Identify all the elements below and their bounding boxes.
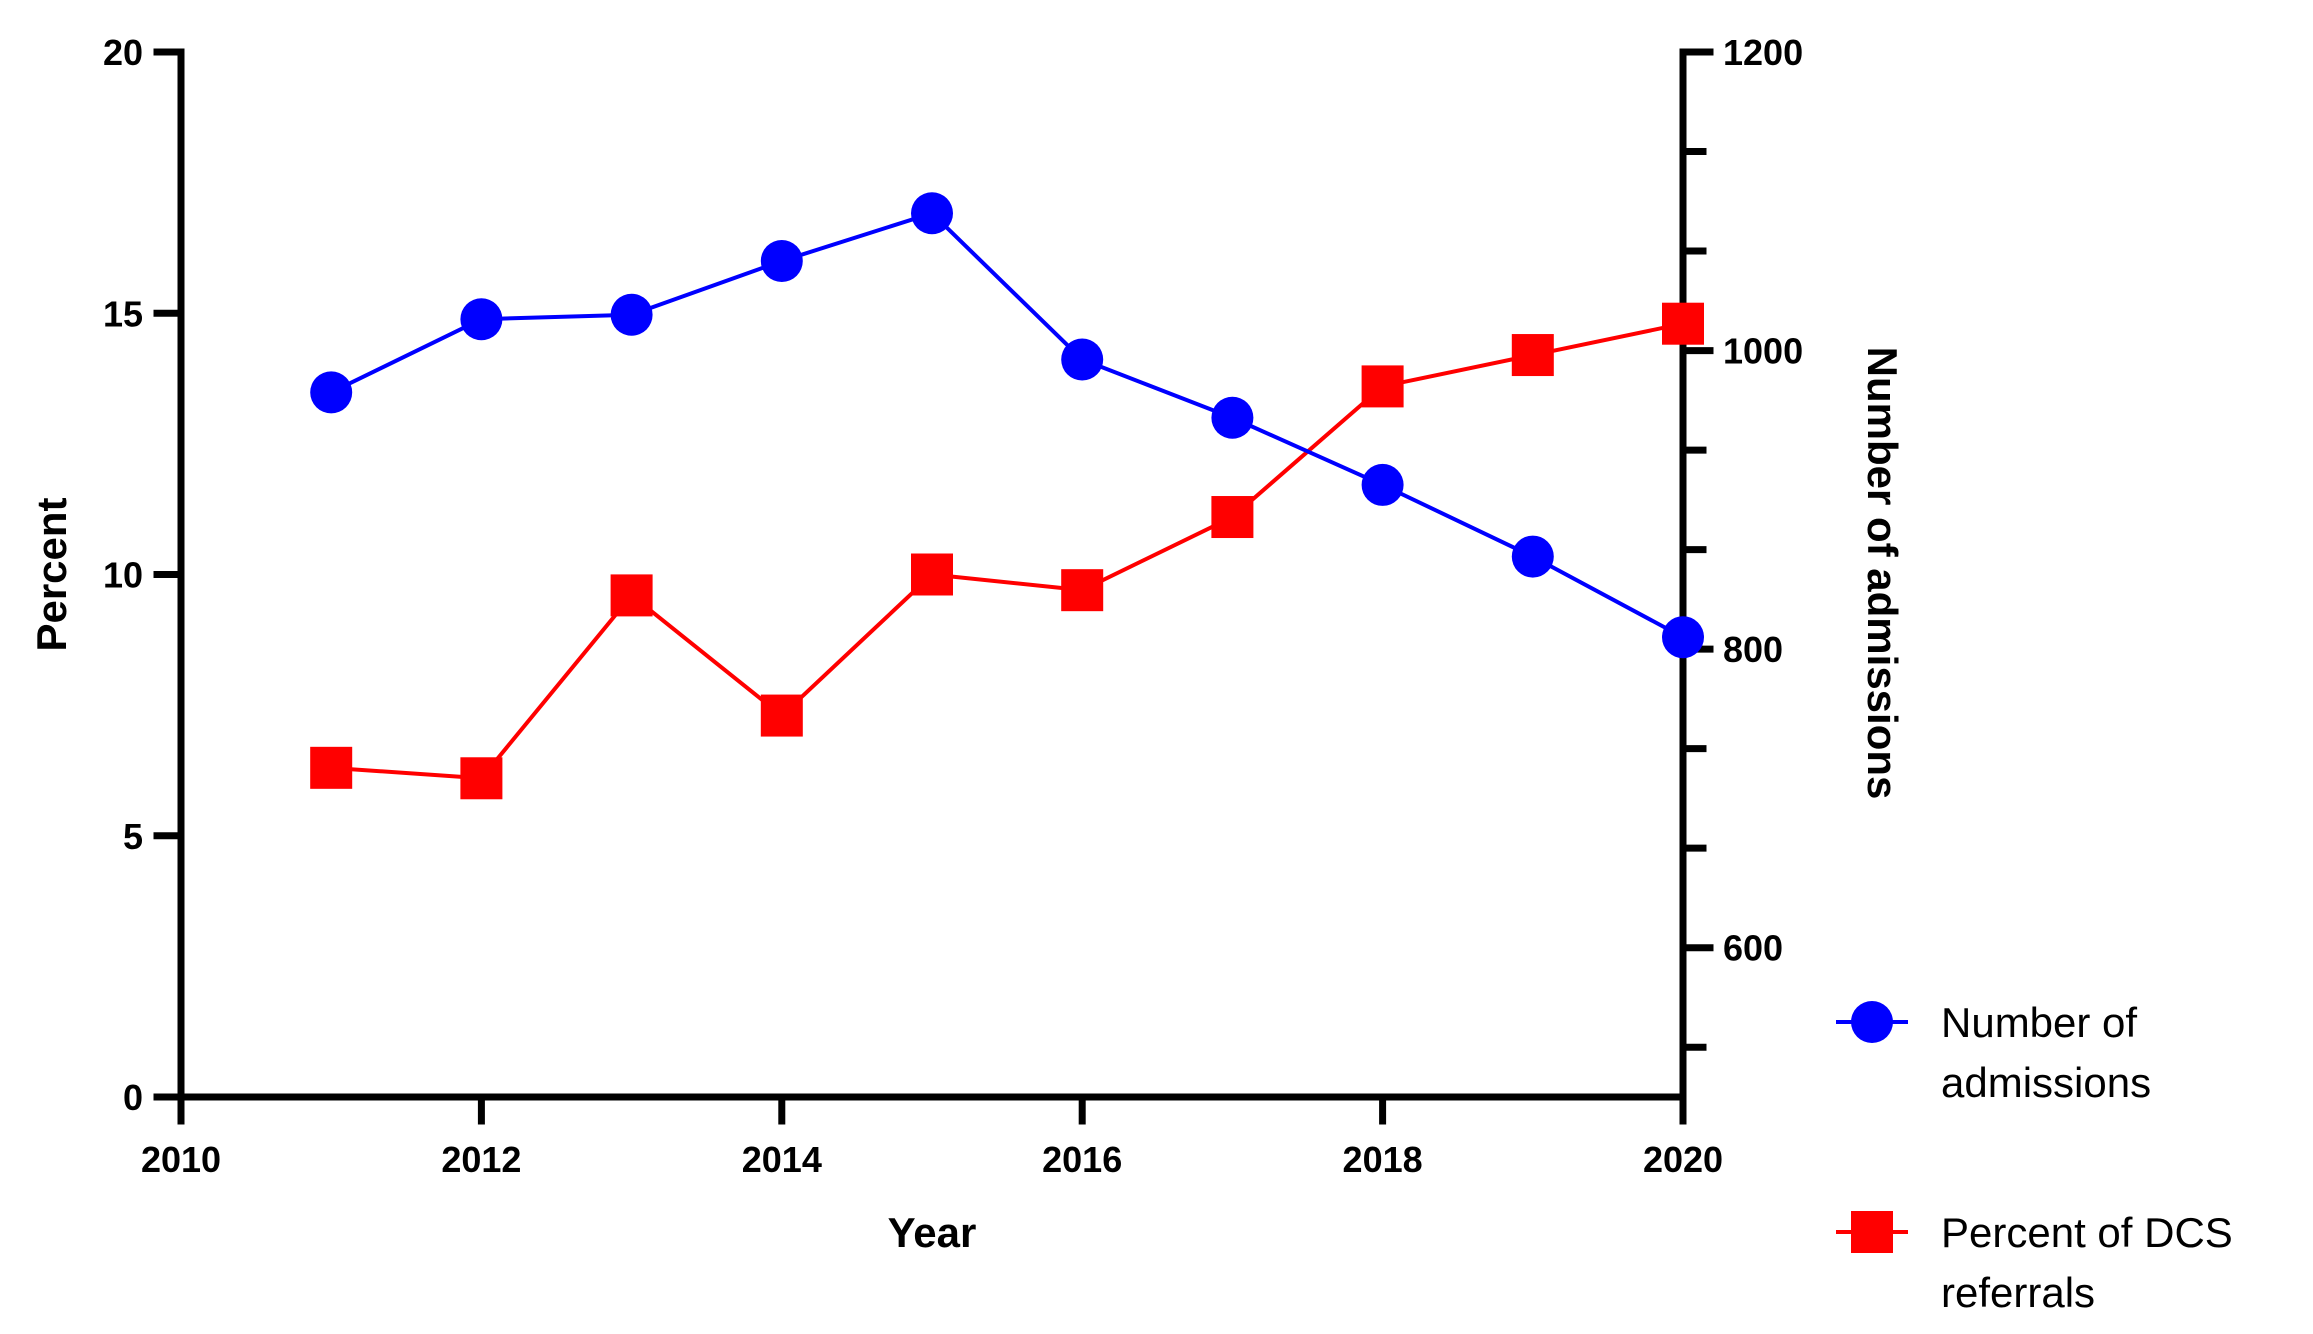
- left-y-tick-label: 20: [103, 32, 143, 73]
- data-point-circle: [1511, 535, 1554, 578]
- data-point-square: [760, 694, 803, 737]
- right-y-axis-title: Number of admissions: [1859, 347, 1906, 800]
- data-point-circle: [1061, 338, 1104, 381]
- legend-label: referrals: [1941, 1269, 2095, 1316]
- x-tick-label: 2020: [1643, 1139, 1723, 1180]
- data-point-square: [911, 553, 953, 596]
- data-point-circle: [1211, 396, 1254, 439]
- left-y-tick-label: 15: [103, 293, 143, 334]
- x-tick-label: 2010: [141, 1139, 221, 1180]
- x-tick-label: 2018: [1343, 1139, 1423, 1180]
- right-y-tick-label: 800: [1723, 629, 1783, 670]
- series-line: [330, 211, 1684, 639]
- data-point-square: [310, 746, 353, 789]
- legend-label: Number of: [1941, 999, 2137, 1046]
- left-y-tick-label: 0: [123, 1077, 143, 1118]
- series-line: [331, 321, 1684, 781]
- legend: Number of admissions Percent of DCS referra…: [1836, 999, 2233, 1316]
- left-y-axis-title: Percent: [28, 497, 75, 651]
- left-y-tick-label: 10: [103, 555, 143, 596]
- data-point-square: [610, 574, 653, 617]
- series-dcs-referrals: [310, 302, 1704, 800]
- right-y-tick-label: 1200: [1723, 32, 1803, 73]
- data-point-circle: [310, 371, 353, 414]
- data-point-circle: [1361, 463, 1404, 506]
- legend-marker-circle: [1851, 1001, 1893, 1043]
- x-tick-label: 2014: [742, 1139, 822, 1180]
- data-point-square: [1061, 569, 1104, 612]
- legend-label: admissions: [1941, 1059, 2151, 1106]
- data-point-circle: [911, 192, 953, 235]
- left-y-tick-label: 5: [123, 816, 143, 857]
- data-point-circle: [760, 240, 803, 282]
- legend-label: Percent of DCS: [1941, 1209, 2233, 1256]
- x-tick-label: 2012: [441, 1139, 521, 1180]
- series-layer: [310, 192, 1704, 800]
- data-point-square: [1361, 365, 1404, 408]
- series-admissions: [310, 192, 1704, 659]
- data-point-square: [1662, 302, 1704, 345]
- right-y-tick-label: 1000: [1723, 331, 1803, 372]
- data-point-square: [460, 757, 503, 800]
- x-tick-label: 2016: [1042, 1139, 1122, 1180]
- legend-marker-square: [1851, 1211, 1893, 1253]
- axes-group: [153, 48, 1714, 1125]
- legend-entry: Percent of DCS referrals: [1836, 1209, 2233, 1316]
- data-point-circle: [610, 293, 653, 336]
- data-point-square: [1511, 334, 1554, 377]
- labels-group: 2010 2012 2014 2016 2018 2020 0 5 10 15 20 600 800 10…: [28, 32, 1906, 1256]
- data-point-circle: [1662, 616, 1704, 659]
- data-point-square: [1211, 496, 1254, 539]
- data-point-circle: [460, 298, 503, 341]
- right-y-tick-label: 600: [1723, 928, 1783, 969]
- legend-entry: Number of admissions: [1836, 999, 2151, 1106]
- x-axis-title: Year: [888, 1209, 977, 1256]
